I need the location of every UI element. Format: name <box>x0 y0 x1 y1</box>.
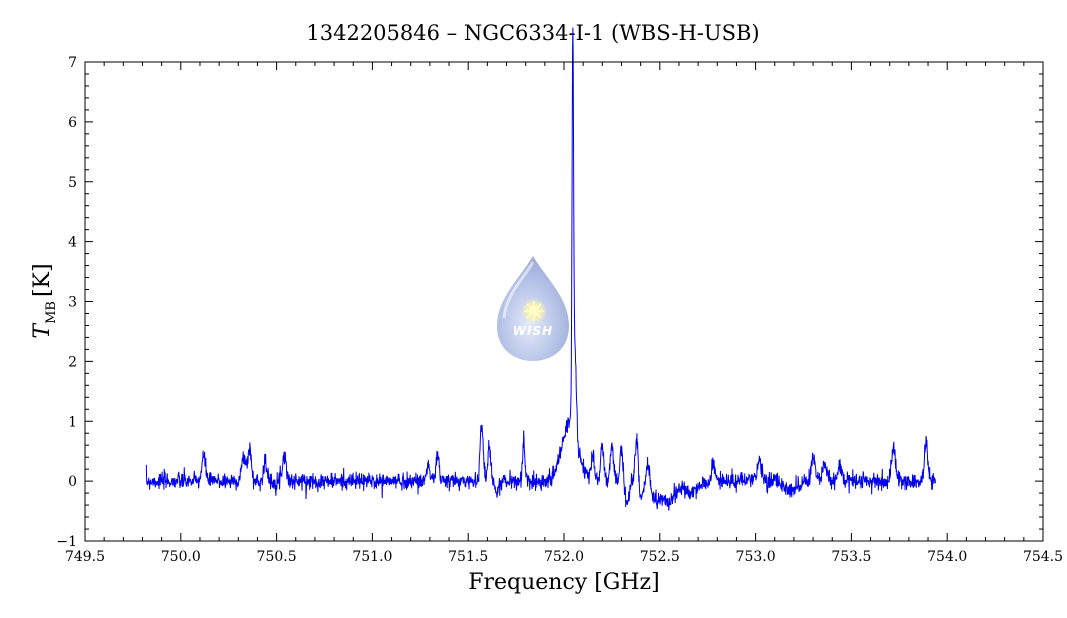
y-tick-label: 0 <box>68 474 77 490</box>
x-tick-label: 753.5 <box>831 549 871 565</box>
y-axis-symbol: T <box>30 322 55 339</box>
y-tick-label: 6 <box>68 115 77 131</box>
y-axis-subscript: MB <box>44 301 59 324</box>
y-tick-label: 4 <box>68 235 77 251</box>
chart-title: 1342205846 – NGC6334-I-1 (WBS-H-USB) <box>306 21 759 45</box>
x-axis-label: Frequency [GHz] <box>468 570 660 595</box>
y-axis-label: TMB [K] <box>30 263 59 338</box>
y-tick-label: 1 <box>68 414 77 430</box>
y-tick-label: −1 <box>56 534 77 550</box>
y-tick-label: 2 <box>68 354 77 370</box>
spectrum-line <box>145 27 937 511</box>
y-axis-unit: [K] <box>30 263 55 297</box>
x-tick-label: 752.5 <box>640 549 680 565</box>
logo-text: WISH <box>513 324 553 338</box>
x-tick-label: 751.5 <box>448 549 488 565</box>
y-tick-label: 5 <box>68 175 77 191</box>
wish-logo: WISH <box>497 256 569 361</box>
y-tick-label: 7 <box>68 55 77 71</box>
x-tick-label: 753.0 <box>736 549 776 565</box>
x-tick-label: 752.0 <box>544 549 584 565</box>
x-tick-label: 754.0 <box>927 549 967 565</box>
x-tick-label: 750.0 <box>161 549 201 565</box>
x-tick-label: 750.5 <box>257 549 297 565</box>
x-tick-label: 751.0 <box>352 549 392 565</box>
x-tick-label: 754.5 <box>1023 549 1063 565</box>
x-tick-label: 749.5 <box>65 549 105 565</box>
y-tick-label: 3 <box>68 295 77 311</box>
